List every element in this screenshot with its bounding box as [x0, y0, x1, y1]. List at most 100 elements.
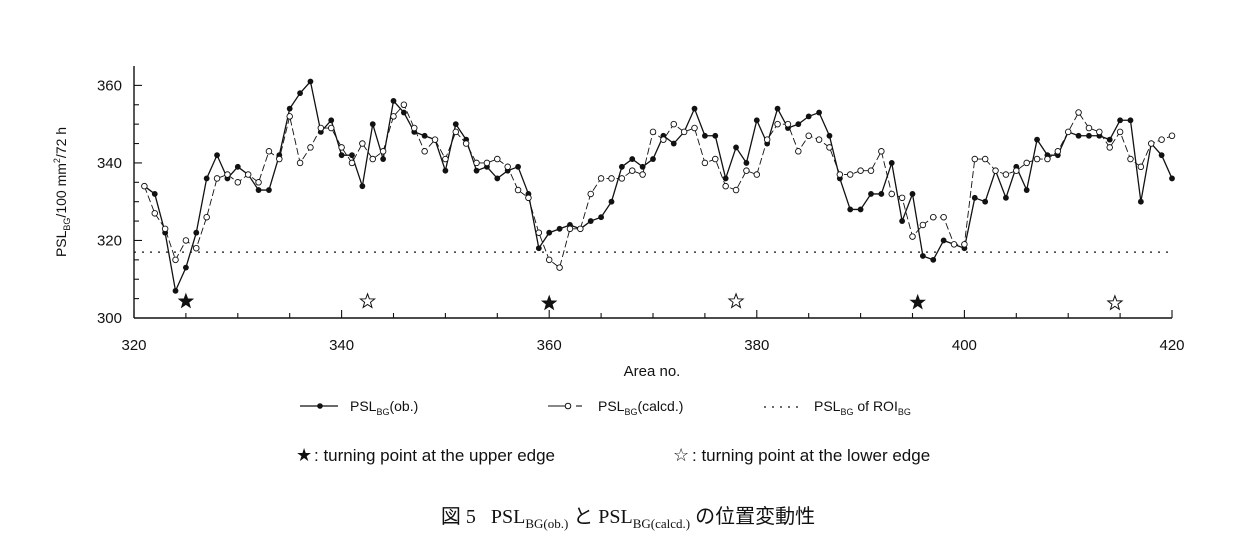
data-point-ob	[774, 105, 781, 112]
legend-label-upper-star: : turning point at the upper edge	[314, 446, 555, 465]
data-point-calcd	[1127, 155, 1134, 163]
data-point-calcd	[597, 175, 605, 182]
data-point-calcd	[1075, 109, 1082, 116]
data-point-ob	[494, 175, 501, 182]
data-point-calcd	[379, 148, 387, 155]
data-point-ob	[338, 152, 345, 159]
legend-item-ob: PSLBG(ob.)	[300, 398, 418, 417]
data-point-calcd	[462, 140, 470, 147]
data-point-calcd	[670, 120, 678, 128]
data-point-ob	[919, 253, 926, 259]
data-point-calcd	[660, 136, 667, 143]
data-point-calcd	[234, 179, 242, 186]
x-axis-label: Area no.	[624, 363, 681, 380]
caption-psl-calcd: PSL	[598, 506, 633, 528]
legend-item-calcd: PSLBG(calcd.)	[548, 398, 683, 417]
x-tick-label: 340	[329, 337, 354, 354]
data-point-ob	[535, 245, 542, 252]
legend-item-lower-star: ☆ : turning point at the lower edge	[673, 445, 930, 465]
data-point-calcd	[151, 210, 159, 217]
y-axis-label: PSLBG/100 mm2/72 h	[52, 127, 72, 257]
data-point-ob	[971, 194, 978, 201]
data-point-ob	[868, 191, 874, 197]
data-point-calcd	[618, 175, 626, 182]
x-tick-label: 320	[121, 337, 146, 354]
open-star-marker	[727, 292, 745, 309]
data-point-ob	[214, 152, 220, 159]
data-point-calcd	[577, 225, 584, 233]
caption-connector: と	[568, 506, 599, 528]
data-point-ob	[380, 156, 387, 162]
data-point-calcd	[587, 190, 594, 198]
data-point-calcd	[888, 190, 895, 198]
data-point-calcd	[836, 171, 844, 178]
data-point-ob	[795, 121, 802, 128]
turning-point-markers	[177, 292, 1124, 311]
x-tick-label: 360	[537, 337, 562, 354]
x-tick-label: 400	[952, 337, 977, 354]
data-point-calcd	[411, 124, 418, 132]
data-point-calcd	[753, 171, 761, 178]
data-point-calcd	[919, 221, 927, 229]
filled-star-marker	[177, 292, 195, 309]
data-point-calcd	[1116, 128, 1124, 136]
data-point-calcd	[473, 159, 480, 167]
data-point-ob	[297, 90, 303, 97]
data-point-calcd	[608, 175, 615, 182]
data-point-ob	[982, 198, 989, 205]
data-point-calcd	[431, 136, 439, 143]
legend-label-ob: PSLBG(ob.)	[350, 398, 418, 417]
data-point-calcd	[1013, 167, 1020, 174]
data-point-ob	[193, 229, 200, 236]
data-point-ob	[546, 229, 553, 236]
data-point-ob	[266, 187, 272, 193]
data-point-calcd	[763, 136, 771, 143]
data-point-ob	[826, 132, 833, 139]
ticks	[133, 84, 1173, 318]
data-point-calcd	[722, 182, 729, 190]
data-point-calcd	[296, 159, 304, 167]
legend-label-calcd: PSLBG(calcd.)	[598, 398, 683, 417]
data-point-ob	[743, 160, 750, 166]
data-point-ob	[618, 163, 625, 170]
legend-marker-calcd	[564, 402, 572, 410]
data-point-ob	[1023, 187, 1030, 193]
data-point-calcd	[981, 155, 989, 163]
data-point-calcd	[1096, 128, 1103, 136]
data-point-calcd	[805, 132, 812, 140]
data-point-calcd	[286, 113, 293, 120]
legend-label-roi: PSLBG of ROIBG	[814, 398, 911, 417]
data-point-calcd	[338, 144, 345, 151]
data-point-ob	[857, 206, 864, 213]
data-point-calcd	[525, 194, 532, 202]
data-point-ob	[452, 121, 459, 128]
data-point-calcd	[307, 144, 314, 151]
data-point-ob	[151, 191, 158, 197]
data-point-ob	[421, 132, 428, 139]
figure-caption: 図 5 PSLBG(ob.) と PSLBG(calcd.) の位置変動性	[0, 500, 1256, 532]
data-point-calcd	[909, 233, 916, 240]
legend-item-upper-star: ★ : turning point at the upper edge	[296, 445, 555, 465]
data-point-ob	[349, 152, 355, 159]
data-point-calcd	[504, 163, 511, 171]
data-point-calcd	[452, 128, 460, 136]
data-point-ob	[183, 264, 189, 271]
data-point-calcd	[1044, 155, 1051, 163]
data-point-ob	[1158, 152, 1165, 159]
data-point-calcd	[1158, 136, 1165, 143]
data-point-ob	[753, 117, 760, 124]
data-point-ob	[608, 198, 615, 205]
data-point-calcd	[732, 186, 740, 194]
data-point-calcd	[317, 124, 325, 132]
data-point-ob	[587, 218, 594, 224]
data-point-ob	[1106, 136, 1113, 143]
data-point-ob	[515, 163, 521, 170]
data-point-calcd	[172, 256, 179, 264]
data-point-calcd	[494, 155, 501, 163]
caption-psl-ob-sub: BG(ob.)	[525, 516, 569, 531]
data-point-ob	[307, 78, 314, 85]
data-point-calcd	[1106, 144, 1113, 151]
data-point-calcd	[992, 167, 999, 174]
data-point-calcd	[359, 140, 366, 147]
data-point-calcd	[1168, 132, 1176, 140]
